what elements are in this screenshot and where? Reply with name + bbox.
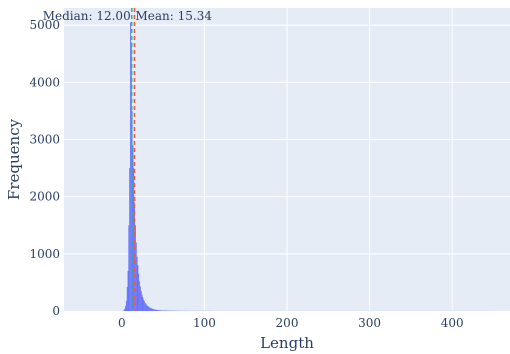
x-tick-label: 100 bbox=[193, 316, 216, 330]
histogram-bar bbox=[140, 290, 142, 311]
histogram-bar bbox=[153, 309, 155, 311]
x-tick-label: 300 bbox=[358, 316, 381, 330]
histogram-bar bbox=[128, 225, 130, 311]
reference-lines bbox=[130, 8, 136, 311]
histogram-bar bbox=[139, 286, 141, 311]
histogram-bar bbox=[125, 300, 127, 311]
histogram-bar bbox=[141, 294, 143, 311]
histogram-bar bbox=[136, 256, 138, 311]
histogram-bar bbox=[156, 309, 158, 311]
histogram-bar bbox=[160, 310, 162, 311]
grid-lines bbox=[64, 8, 510, 311]
x-tick-label: 400 bbox=[441, 316, 464, 330]
histogram-bar bbox=[138, 273, 140, 311]
histogram-bar bbox=[162, 310, 164, 311]
histogram-bar bbox=[150, 308, 152, 311]
histogram-bar bbox=[139, 281, 140, 311]
y-tick-label: 0 bbox=[52, 304, 60, 318]
histogram-bar bbox=[161, 310, 163, 311]
histogram-bar bbox=[158, 310, 159, 311]
histogram-bar bbox=[135, 225, 136, 311]
histogram-bar bbox=[154, 309, 156, 311]
histogram-bar bbox=[158, 310, 160, 311]
histogram-bar bbox=[125, 305, 126, 311]
histogram-bar bbox=[148, 306, 150, 311]
histogram-bar bbox=[146, 305, 148, 311]
histogram-bar bbox=[144, 301, 145, 311]
histogram-bar bbox=[147, 306, 149, 311]
histogram-bar bbox=[155, 309, 157, 311]
histogram-bar bbox=[154, 309, 155, 311]
histogram-bar bbox=[123, 310, 125, 311]
histogram-bar bbox=[149, 307, 150, 311]
histogram-bar bbox=[145, 304, 147, 311]
y-tick-label: 2000 bbox=[29, 190, 60, 204]
y-tick-label: 1000 bbox=[29, 247, 60, 261]
histogram-bar bbox=[129, 168, 131, 311]
y-tick-label: 4000 bbox=[29, 75, 60, 89]
histogram-bar bbox=[157, 310, 159, 311]
tick-labels: 0 1000 2000 3000 4000 5000 0 100 200 300 400 bbox=[29, 18, 463, 330]
histogram-bar bbox=[142, 297, 144, 311]
mean-annotation: Mean: 15.34 bbox=[135, 9, 212, 23]
histogram-bar bbox=[137, 265, 139, 311]
histogram-bar bbox=[159, 310, 161, 311]
histogram-bar bbox=[126, 286, 128, 311]
histogram-bar bbox=[124, 308, 126, 311]
y-tick-label: 3000 bbox=[29, 132, 60, 146]
y-tick-label: 5000 bbox=[29, 18, 60, 32]
median-annotation: Median: 12.00 bbox=[43, 9, 131, 23]
histogram-bar bbox=[152, 308, 154, 311]
histogram-bar bbox=[144, 302, 146, 311]
histogram-bar bbox=[151, 308, 153, 311]
histogram-bar bbox=[131, 110, 133, 311]
histogram-bar bbox=[143, 299, 145, 311]
histogram-bar bbox=[127, 270, 129, 311]
histogram-bar bbox=[130, 22, 131, 312]
x-tick-label: 200 bbox=[276, 316, 299, 330]
y-axis-label: Frequency bbox=[5, 118, 23, 200]
x-axis-label: Length bbox=[260, 334, 314, 352]
histogram-bar bbox=[149, 307, 151, 311]
histogram-bar bbox=[132, 145, 134, 311]
x-tick-label: 0 bbox=[118, 316, 126, 330]
histogram-bar bbox=[135, 242, 137, 311]
